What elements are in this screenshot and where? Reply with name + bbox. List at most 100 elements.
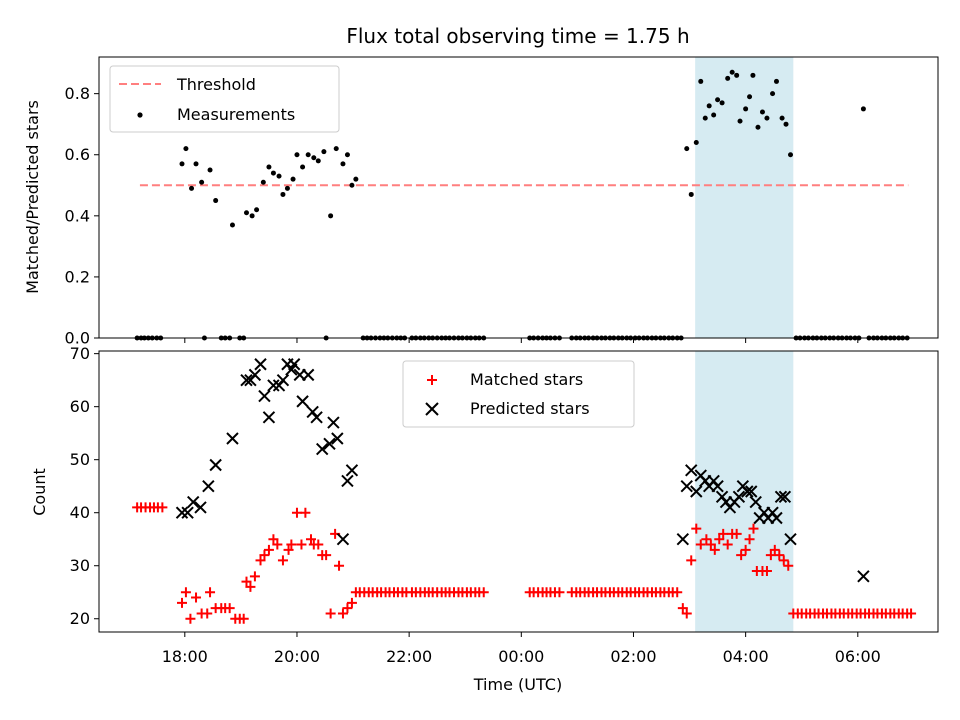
- matched-star-point: [313, 539, 324, 550]
- series-predicted-stars: [175, 358, 870, 583]
- measurement-point: [270, 170, 276, 176]
- top-x-ticks: [184, 338, 859, 343]
- predicted-star-point: [287, 358, 301, 371]
- matched-star-point: [748, 523, 759, 534]
- measurement-point: [770, 91, 776, 97]
- measurement-point: [315, 158, 321, 164]
- measurement-point: [183, 146, 189, 152]
- measurement-point: [750, 72, 756, 78]
- top-y-axis-label: Matched/Predicted stars: [23, 100, 42, 294]
- matched-star-point: [695, 539, 706, 550]
- matched-star-point: [686, 555, 697, 566]
- x-tick-label: 00:00: [498, 647, 544, 666]
- measurement-point: [860, 106, 866, 112]
- measurement-point: [755, 124, 761, 130]
- matched-star-point: [346, 597, 357, 608]
- measurement-point: [260, 179, 266, 185]
- predicted-star-point: [685, 464, 698, 477]
- predicted-star-point: [341, 474, 354, 488]
- matched-star-point: [337, 608, 348, 619]
- measurement-point: [213, 198, 219, 204]
- measurement-point: [349, 182, 355, 188]
- measurement-point: [300, 164, 306, 170]
- matched-star-point: [249, 571, 260, 582]
- bottom-legend-box: [402, 360, 635, 428]
- matched-star-point: [277, 555, 288, 566]
- measurement-point: [743, 106, 749, 112]
- matched-star-point: [238, 613, 249, 624]
- measurement-point: [783, 121, 789, 127]
- measurement-point: [706, 103, 712, 109]
- predicted-star-point: [276, 373, 290, 387]
- measurement-point: [193, 161, 199, 167]
- predicted-star-point: [770, 511, 783, 525]
- predicted-star-point: [784, 533, 797, 546]
- predicted-star-point: [296, 395, 309, 408]
- chart-title: Flux total observing time = 1.75 h: [346, 24, 689, 48]
- measurement-point: [333, 146, 339, 152]
- measurement-point: [764, 115, 770, 121]
- top-y-tick-label: 0.0: [65, 329, 90, 348]
- measurement-point: [290, 176, 296, 182]
- predicted-star-point: [258, 389, 271, 403]
- predicted-star-point: [732, 490, 746, 504]
- matched-star-point: [286, 539, 297, 550]
- matched-star-point: [325, 608, 336, 619]
- top-y-tick-label: 0.8: [65, 84, 90, 103]
- measurement-point: [305, 152, 311, 158]
- predicted-star-point: [316, 442, 329, 456]
- matched-star-point: [205, 587, 216, 598]
- matched-star-point: [740, 544, 751, 555]
- measurement-point: [254, 207, 260, 213]
- measurement-point: [280, 191, 286, 197]
- top-y-tick-label: 0.2: [65, 267, 90, 286]
- matched-star-point: [709, 544, 720, 555]
- legend-measurements-label: Measurements: [177, 105, 295, 124]
- measurement-point: [698, 78, 704, 84]
- bottom-y-tick-label: 50: [70, 450, 90, 469]
- measurement-point: [702, 115, 708, 121]
- bottom-y-tick-label: 30: [70, 556, 90, 575]
- measurement-point: [311, 155, 317, 161]
- legend-matched-swatch: [427, 375, 437, 385]
- measurement-point: [715, 97, 721, 103]
- measurement-point: [276, 173, 282, 179]
- matched-star-point: [731, 528, 742, 539]
- top-y-tick-label: 0.6: [65, 145, 90, 164]
- matched-star-point: [778, 555, 789, 566]
- top-legend-box: [109, 65, 340, 133]
- measurement-point: [759, 109, 765, 115]
- bottom-y-tick-label: 20: [70, 609, 90, 628]
- measurement-point: [719, 100, 725, 106]
- matched-star-point: [283, 544, 294, 555]
- legend-matched-label: Matched stars: [470, 370, 583, 389]
- x-tick-label: 02:00: [610, 647, 656, 666]
- predicted-star-point: [749, 495, 762, 509]
- measurement-point: [725, 75, 731, 81]
- matched-star-point: [761, 566, 772, 577]
- matched-star-point: [774, 550, 785, 561]
- matched-star-point: [268, 534, 279, 545]
- predicted-star-point: [745, 485, 758, 498]
- predicted-star-point: [181, 506, 194, 519]
- x-axis-label: Time (UTC): [473, 675, 562, 694]
- measurement-point: [353, 176, 359, 182]
- predicted-star-point: [301, 368, 315, 382]
- predicted-star-point: [778, 490, 792, 504]
- x-tick-label: 20:00: [274, 647, 320, 666]
- matched-star-point: [272, 539, 283, 550]
- measurement-point: [199, 179, 205, 185]
- measurement-point: [684, 146, 690, 152]
- matched-star-point: [342, 603, 353, 614]
- matched-star-point: [478, 587, 489, 598]
- matched-star-point: [769, 544, 780, 555]
- measurement-point: [207, 167, 213, 173]
- matched-star-point: [263, 544, 274, 555]
- measurement-point: [747, 94, 753, 100]
- predicted-star-point: [774, 490, 788, 504]
- predicted-star-point: [680, 479, 693, 493]
- bottom-y-tick-label: 40: [70, 503, 90, 522]
- measurement-point: [294, 152, 300, 158]
- matched-star-point: [321, 550, 332, 561]
- predicted-star-point: [336, 533, 350, 546]
